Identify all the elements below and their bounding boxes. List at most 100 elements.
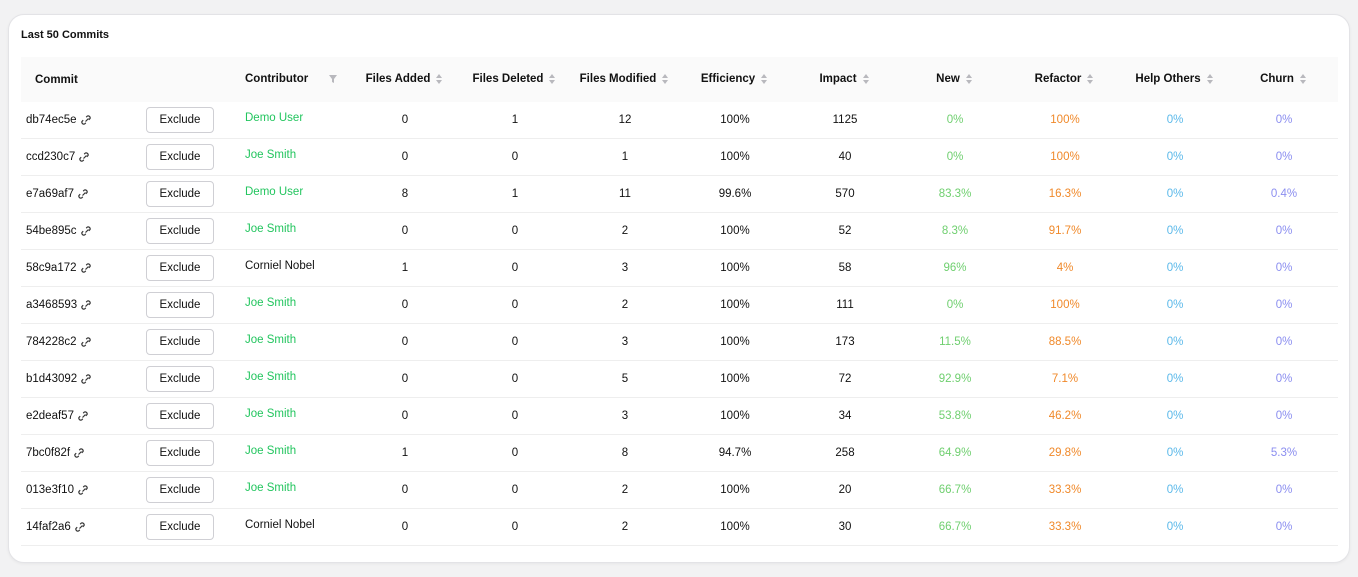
cell-value: 0: [511, 299, 519, 311]
link-icon[interactable]: [80, 114, 91, 126]
cell: 3: [570, 249, 680, 287]
cell-value: 0%: [1166, 188, 1184, 200]
cell-value: 0%: [1275, 373, 1293, 385]
cell-value: 0%: [1166, 373, 1184, 385]
sort-icon[interactable]: [964, 73, 974, 85]
link-icon[interactable]: [79, 151, 89, 163]
cell-value: 173: [835, 336, 855, 348]
column-header[interactable]: Impact: [790, 57, 900, 102]
link-icon[interactable]: [78, 410, 88, 422]
cell-value: 5: [621, 373, 629, 385]
exclude-button[interactable]: Exclude: [146, 329, 214, 355]
cell-value: 0: [511, 373, 519, 385]
exclude-button[interactable]: Exclude: [146, 107, 214, 133]
cell-value: 100%: [720, 262, 750, 274]
exclude-button[interactable]: Exclude: [146, 514, 214, 540]
cell-value: 8: [401, 188, 409, 200]
cell: 1: [350, 434, 460, 472]
link-icon[interactable]: [80, 336, 91, 348]
cell: 64.9%: [900, 434, 1010, 472]
column-header[interactable]: Files Added: [350, 57, 460, 102]
column-header[interactable]: New: [900, 57, 1010, 102]
cell: 7.5%: [680, 545, 790, 550]
cell: 100%: [680, 212, 790, 250]
link-icon[interactable]: [78, 188, 88, 200]
link-icon[interactable]: [80, 262, 91, 274]
cell: Exclude: [129, 286, 231, 324]
column-header[interactable]: Help Others: [1120, 57, 1230, 102]
exclude-button[interactable]: Exclude: [146, 292, 214, 318]
sort-icon[interactable]: [660, 73, 670, 85]
cell-value: 52: [838, 225, 852, 237]
cell-value: 0: [401, 151, 409, 163]
cell-value: 0%: [1166, 484, 1184, 496]
cell-value: 12: [618, 114, 632, 126]
column-header[interactable]: Refactor: [1010, 57, 1120, 102]
sort-icon[interactable]: [1205, 73, 1215, 85]
cell-value: 0%: [1166, 447, 1184, 459]
cell-value: 8.3%: [941, 225, 969, 237]
link-icon[interactable]: [80, 225, 91, 237]
cell: 91.7%: [1010, 212, 1120, 250]
column-header[interactable]: Files Modified: [570, 57, 680, 102]
commit-hash: b1d43092: [26, 373, 78, 386]
column-header: [129, 57, 231, 102]
link-icon[interactable]: [78, 484, 88, 496]
cell: 92.9%: [900, 360, 1010, 398]
column-header[interactable]: Files Deleted: [460, 57, 570, 102]
column-header[interactable]: Churn: [1230, 57, 1338, 102]
cell: Demo User: [231, 102, 350, 139]
column-header[interactable]: Efficiency: [680, 57, 790, 102]
commit-row: e7a69af7 Exclude Demo User 8 1 11 99.6% 570 83.3…: [21, 175, 1338, 213]
cell: Exclude: [129, 397, 231, 435]
cell: 83.3%: [900, 175, 1010, 213]
cell-value: 0%: [1166, 521, 1184, 533]
cell: 2: [570, 286, 680, 324]
link-icon[interactable]: [81, 373, 91, 385]
cell: 0%: [1120, 323, 1230, 361]
cell-value: 0: [511, 447, 519, 459]
cell-value: 40: [838, 151, 852, 163]
cell: 34: [790, 397, 900, 435]
cell: 0%: [1230, 138, 1338, 176]
exclude-button[interactable]: Exclude: [146, 218, 214, 244]
cell: 88.5%: [1010, 323, 1120, 361]
exclude-button[interactable]: Exclude: [146, 366, 214, 392]
sort-icon[interactable]: [1085, 73, 1095, 85]
sort-icon[interactable]: [434, 73, 444, 85]
filter-icon[interactable]: [328, 73, 338, 85]
cell: 72: [790, 360, 900, 398]
link-icon[interactable]: [81, 299, 91, 311]
cell: 100%: [680, 138, 790, 176]
sort-icon[interactable]: [759, 73, 769, 85]
sort-icon[interactable]: [1298, 73, 1308, 85]
link-icon[interactable]: [75, 521, 85, 533]
cell: 30: [790, 508, 900, 546]
sort-icon[interactable]: [861, 73, 871, 85]
link-icon[interactable]: [74, 447, 84, 459]
exclude-button[interactable]: Exclude: [146, 440, 214, 466]
cell-value: 2: [621, 484, 629, 496]
cell-value: 100%: [720, 410, 750, 422]
exclude-button[interactable]: Exclude: [146, 477, 214, 503]
commit-row: 013e3f10 Exclude Joe Smith 0 0 2 100% 20 66.7% 33…: [21, 471, 1338, 509]
exclude-button[interactable]: Exclude: [146, 403, 214, 429]
cell: Exclude: [129, 249, 231, 287]
cell: 784228c2: [21, 323, 129, 361]
exclude-button[interactable]: Exclude: [146, 181, 214, 207]
cell: 0: [460, 286, 570, 324]
cell-value: 20: [838, 484, 852, 496]
commit-hash: 013e3f10: [26, 484, 74, 497]
column-label: Files Deleted: [472, 73, 544, 86]
exclude-button[interactable]: Exclude: [146, 255, 214, 281]
cell: 0: [350, 138, 460, 176]
cell: 66.7%: [900, 471, 1010, 509]
commit-hash: 7bc0f82f: [26, 447, 71, 460]
cell: 0%: [1120, 545, 1230, 550]
cell-value: 2: [621, 225, 629, 237]
contributor: Joe Smith: [245, 371, 297, 383]
sort-icon[interactable]: [547, 73, 557, 85]
cell-value: 30: [838, 521, 852, 533]
cell: 0: [350, 212, 460, 250]
exclude-button[interactable]: Exclude: [146, 144, 214, 170]
